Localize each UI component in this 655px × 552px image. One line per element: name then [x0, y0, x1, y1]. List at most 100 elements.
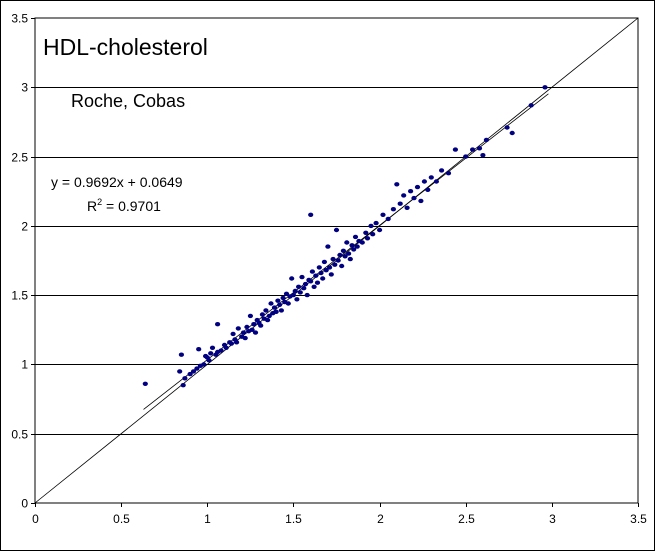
data-point [271, 305, 278, 310]
data-point [258, 323, 264, 328]
data-point [194, 366, 200, 371]
data-point [247, 313, 253, 319]
data-point [351, 247, 357, 252]
data-point [318, 270, 324, 276]
data-point [344, 240, 350, 245]
data-point [249, 327, 255, 332]
data-point [328, 272, 334, 277]
data-point [296, 284, 302, 289]
data-point [333, 227, 340, 233]
data-point [330, 256, 336, 262]
data-point [373, 220, 379, 226]
data-point [263, 308, 269, 313]
data-point [290, 292, 296, 298]
data-point [397, 201, 403, 206]
data-point [321, 259, 327, 265]
data-point [418, 198, 424, 204]
data-point [480, 153, 486, 158]
data-point [445, 171, 452, 176]
data-point [251, 322, 257, 327]
data-point [268, 301, 274, 306]
data-point [265, 317, 271, 323]
data-point [327, 265, 333, 270]
data-point [177, 369, 183, 374]
y-tick-label: 0.5 [11, 428, 28, 442]
data-point [370, 232, 376, 237]
data-point [483, 137, 489, 143]
data-point [190, 369, 197, 374]
data-point [342, 254, 348, 259]
data-point [414, 184, 421, 190]
data-point [206, 358, 212, 363]
data-point [313, 273, 319, 278]
data-point [289, 276, 295, 281]
data-point [380, 212, 386, 217]
x-tick-label: 2.5 [458, 512, 475, 526]
data-point [404, 205, 410, 210]
data-point [308, 279, 314, 284]
data-point [178, 352, 184, 357]
data-point [309, 269, 315, 274]
data-point [349, 243, 355, 248]
data-point [320, 276, 326, 281]
data-point [275, 298, 281, 303]
chart-title: HDL-cholesterol [43, 34, 208, 60]
data-point [363, 230, 369, 235]
data-point [283, 291, 290, 296]
r-squared-superscript: 2 [97, 197, 102, 207]
data-point [302, 281, 309, 287]
data-point [280, 295, 286, 301]
data-point [244, 324, 250, 330]
data-point [235, 326, 241, 331]
data-point [368, 223, 374, 229]
y-tick-label: 2 [21, 220, 28, 234]
data-point [304, 292, 310, 298]
data-point [476, 146, 483, 151]
data-point [297, 290, 303, 295]
data-point [339, 263, 345, 269]
data-point [452, 147, 458, 152]
data-point [180, 383, 186, 388]
data-point [292, 288, 298, 294]
data-point [242, 335, 248, 341]
data-point [230, 331, 236, 337]
data-point [252, 330, 259, 335]
data-point [509, 130, 515, 136]
data-point [332, 262, 338, 267]
data-point [209, 345, 216, 350]
data-point [439, 168, 445, 173]
data-point [335, 258, 341, 263]
x-tick-label: 0.5 [113, 512, 130, 526]
y-tick-label: 3 [21, 81, 28, 95]
data-point [201, 362, 207, 367]
data-point [311, 284, 317, 289]
r-squared-prefix: R [87, 198, 97, 214]
data-point [142, 381, 148, 386]
data-point [470, 147, 476, 152]
data-point [299, 274, 305, 280]
x-tick-label: 1 [204, 512, 211, 526]
regression-equation: y = 0.9692x + 0.0649 [51, 174, 183, 190]
data-point [346, 251, 352, 256]
data-point [433, 179, 439, 184]
data-point [390, 207, 396, 212]
data-point [425, 187, 431, 192]
x-tick-label: 3 [549, 512, 556, 526]
data-point [301, 286, 307, 291]
data-point [259, 312, 265, 317]
data-point [394, 182, 400, 187]
data-point [408, 189, 414, 194]
data-point [215, 322, 221, 327]
data-point [337, 252, 343, 258]
data-point [385, 216, 391, 222]
data-point [278, 308, 284, 313]
x-tick-label: 1.5 [285, 512, 302, 526]
r-squared-label: R2 = 0.9701 [87, 197, 161, 214]
data-point [228, 341, 234, 346]
data-point [463, 154, 469, 159]
data-point [196, 347, 202, 352]
chart-subtitle: Roche, Cobas [71, 91, 185, 111]
data-point [223, 345, 229, 350]
